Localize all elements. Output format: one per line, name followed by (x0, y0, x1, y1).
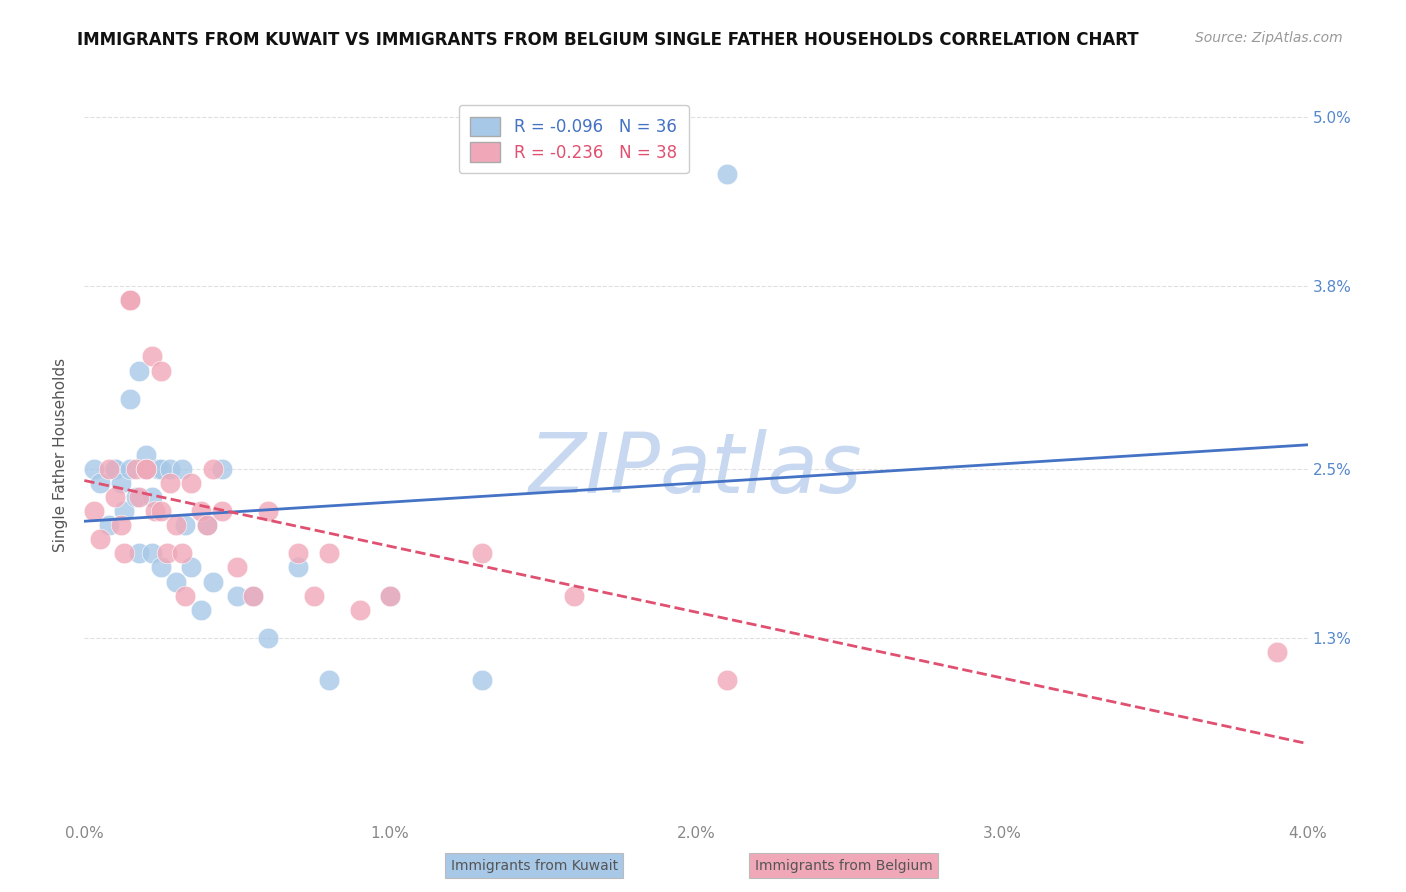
Text: Immigrants from Kuwait: Immigrants from Kuwait (451, 859, 617, 872)
Point (149, 462, 172, 476)
Point (112, 546, 135, 560)
Point (318, 673, 340, 687)
Point (172, 462, 194, 476)
Point (141, 546, 163, 560)
Point (562, 589, 585, 603)
Point (318, 546, 340, 560)
Point (146, 462, 169, 476)
Point (242, 589, 264, 603)
Point (149, 560, 172, 574)
Point (143, 504, 166, 518)
Point (159, 462, 181, 476)
Point (1265, 645, 1288, 659)
Point (380, 589, 402, 603)
Point (141, 490, 163, 504)
Point (195, 518, 218, 533)
Point (83, 462, 105, 476)
Point (141, 350, 163, 364)
Point (128, 490, 150, 504)
Point (120, 293, 142, 308)
Point (120, 293, 142, 308)
Point (302, 589, 325, 603)
Point (110, 476, 132, 491)
Point (110, 518, 132, 533)
Point (135, 462, 157, 476)
Point (242, 589, 264, 603)
Point (257, 504, 280, 518)
Text: Source: ZipAtlas.com: Source: ZipAtlas.com (1195, 31, 1343, 45)
Point (174, 589, 197, 603)
Point (83, 504, 105, 518)
Point (287, 546, 309, 560)
Point (135, 462, 157, 476)
Point (190, 602, 212, 616)
Point (201, 462, 224, 476)
Point (211, 462, 233, 476)
Y-axis label: Single Father Households: Single Father Households (53, 358, 69, 552)
Point (156, 546, 179, 560)
Point (174, 518, 197, 533)
Point (471, 546, 494, 560)
Point (104, 490, 127, 504)
Text: IMMIGRANTS FROM KUWAIT VS IMMIGRANTS FROM BELGIUM SINGLE FATHER HOUSEHOLDS CORRE: IMMIGRANTS FROM KUWAIT VS IMMIGRANTS FRO… (77, 31, 1139, 49)
Point (257, 631, 280, 645)
Text: ZIPatlas: ZIPatlas (529, 429, 863, 510)
Point (135, 462, 157, 476)
Point (211, 504, 233, 518)
Point (128, 363, 150, 377)
Point (180, 560, 202, 574)
Point (226, 560, 249, 574)
Point (97, 462, 120, 476)
Point (128, 546, 150, 560)
Point (120, 392, 142, 406)
Point (149, 504, 172, 518)
Point (125, 490, 148, 504)
Point (180, 476, 202, 491)
Point (172, 546, 194, 560)
Point (112, 504, 135, 518)
Point (195, 518, 218, 533)
Point (165, 518, 187, 533)
Point (471, 673, 494, 687)
Point (89, 533, 111, 547)
Point (380, 589, 402, 603)
Point (104, 462, 127, 476)
Point (716, 167, 738, 181)
Text: Immigrants from Belgium: Immigrants from Belgium (755, 859, 932, 872)
Point (226, 589, 249, 603)
Point (125, 462, 148, 476)
Point (287, 560, 309, 574)
Point (104, 462, 127, 476)
Point (349, 602, 371, 616)
Point (149, 363, 172, 377)
Point (716, 673, 738, 687)
Point (89, 476, 111, 491)
Point (135, 448, 157, 462)
Point (120, 462, 142, 476)
Point (97, 518, 120, 533)
Point (201, 574, 224, 589)
Legend: R = -0.096   N = 36, R = -0.236   N = 38: R = -0.096 N = 36, R = -0.236 N = 38 (458, 105, 689, 173)
Point (165, 574, 187, 589)
Point (190, 504, 212, 518)
Point (159, 476, 181, 491)
